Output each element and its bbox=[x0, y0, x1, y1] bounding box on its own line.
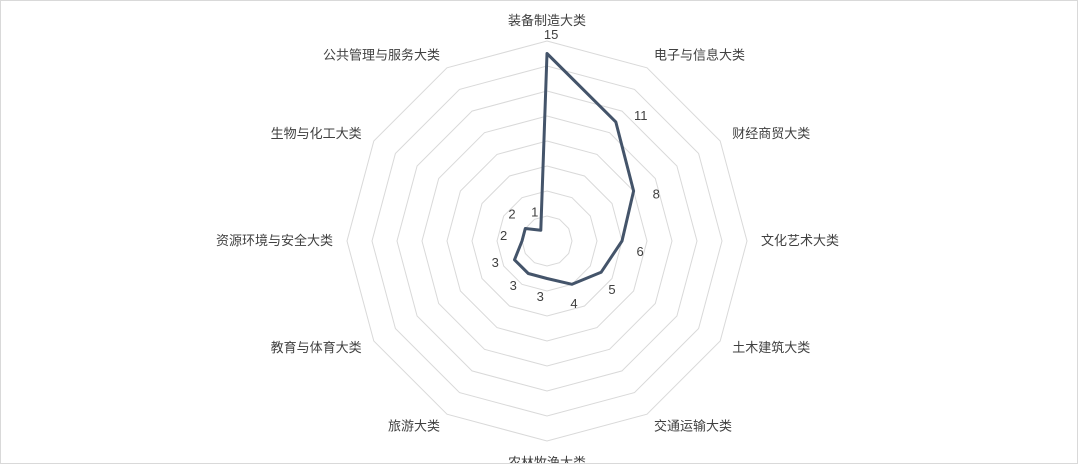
data-label: 2 bbox=[508, 207, 515, 222]
category-label: 装备制造大类 bbox=[508, 13, 586, 29]
data-label: 3 bbox=[492, 255, 499, 270]
data-label: 3 bbox=[537, 289, 544, 304]
data-label: 5 bbox=[608, 282, 615, 297]
category-label: 公共管理与服务大类 bbox=[323, 48, 440, 64]
category-label: 生物与化工大类 bbox=[271, 127, 362, 142]
grid-ring bbox=[346, 40, 748, 442]
data-label: 4 bbox=[570, 296, 577, 311]
data-label: 1 bbox=[531, 204, 538, 219]
category-label: 交通运输大类 bbox=[654, 418, 732, 434]
grid-ring bbox=[471, 165, 623, 317]
grid-ring bbox=[521, 215, 573, 267]
grid-ring bbox=[421, 115, 673, 367]
data-label: 6 bbox=[636, 244, 643, 259]
data-label: 15 bbox=[544, 27, 558, 42]
grid-ring bbox=[371, 65, 723, 417]
category-label: 农林牧渔大类 bbox=[508, 456, 586, 463]
category-label: 旅游大类 bbox=[388, 419, 440, 434]
series-line bbox=[513, 52, 636, 286]
category-label: 电子与信息大类 bbox=[654, 48, 745, 64]
category-label: 文化艺术大类 bbox=[761, 234, 839, 249]
grid-ring bbox=[496, 190, 598, 292]
category-label: 土木建筑大类 bbox=[732, 340, 810, 356]
data-label: 8 bbox=[653, 186, 660, 201]
category-label: 资源环境与安全大类 bbox=[216, 233, 333, 249]
grid-ring bbox=[396, 90, 698, 392]
category-label: 教育与体育大类 bbox=[271, 340, 362, 356]
data-label: 11 bbox=[634, 108, 648, 123]
category-label: 财经商贸大类 bbox=[732, 127, 810, 142]
grid-ring bbox=[446, 140, 648, 342]
data-label: 2 bbox=[500, 228, 507, 243]
data-label: 3 bbox=[510, 278, 517, 293]
